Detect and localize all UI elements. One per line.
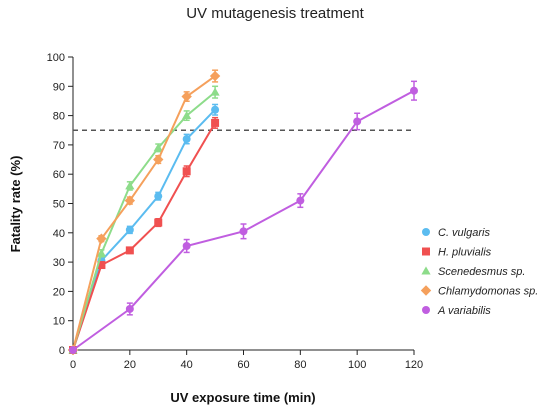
data-point <box>181 91 192 102</box>
data-point <box>296 196 305 205</box>
legend-label: Scenedesmus sp. <box>438 266 525 278</box>
series-scenedesmus-sp <box>68 85 220 354</box>
legend-label: H. pluvialis <box>438 247 492 259</box>
data-point <box>210 87 220 96</box>
series-line <box>72 91 216 351</box>
data-point <box>182 167 191 176</box>
data-point <box>182 135 191 144</box>
x-tick-label: 20 <box>124 359 136 371</box>
data-point <box>96 248 107 257</box>
data-point <box>125 246 134 255</box>
y-tick-label: 30 <box>53 257 65 269</box>
data-point <box>124 195 136 206</box>
data-point <box>125 304 134 313</box>
x-tick-label: 80 <box>294 359 306 371</box>
series-line <box>72 75 216 351</box>
legend-label: Chlamydomonas sp. <box>438 286 538 298</box>
legend-marker <box>420 285 432 296</box>
legend-label: C. vulgaris <box>438 227 490 239</box>
series-line <box>72 122 216 351</box>
y-tick-label: 10 <box>53 316 65 328</box>
data-point <box>211 118 220 127</box>
legend-marker <box>422 228 430 236</box>
y-axis-title: Fatality rate (%) <box>8 156 23 253</box>
data-point <box>353 117 362 126</box>
data-point <box>211 105 220 114</box>
y-tick-label: 50 <box>53 199 65 211</box>
data-point <box>182 111 192 120</box>
series-a-variabilis <box>69 80 418 354</box>
x-tick-label: 40 <box>181 359 193 371</box>
chart-title: UV mutagenesis treatment <box>186 5 364 22</box>
data-point <box>239 227 248 236</box>
x-tick-label: 120 <box>405 359 423 371</box>
y-tick-label: 80 <box>53 111 65 123</box>
x-axis-title: UV exposure time (min) <box>170 390 315 405</box>
data-point <box>125 225 134 234</box>
y-tick-label: 60 <box>53 169 65 181</box>
series-line <box>72 109 216 351</box>
data-point <box>153 143 163 152</box>
data-point <box>410 86 418 95</box>
data-point <box>125 181 135 190</box>
data-point <box>153 154 164 165</box>
y-tick-label: 70 <box>53 140 65 152</box>
axes: 0 10 20 30 40 50 60 70 80 90 100 0 20 40 60 80 100 120 <box>47 52 424 371</box>
data-point <box>96 233 107 244</box>
data-point <box>97 261 106 270</box>
legend-marker <box>422 306 430 314</box>
series-c-vulgaris <box>69 103 220 354</box>
y-tick-label: 0 <box>59 345 65 357</box>
series-layer <box>67 69 418 356</box>
data-point <box>154 192 163 201</box>
y-tick-label: 20 <box>53 286 65 298</box>
data-point <box>209 70 221 82</box>
legend-marker <box>422 247 430 256</box>
legend-label: A variabilis <box>437 305 491 317</box>
x-tick-label: 0 <box>70 359 76 371</box>
y-tick-label: 40 <box>53 228 65 240</box>
data-point <box>154 218 163 227</box>
y-tick-label: 100 <box>47 52 65 64</box>
y-tick-label: 90 <box>53 81 65 93</box>
legend-marker <box>421 266 431 275</box>
x-tick-label: 100 <box>348 359 366 371</box>
data-point <box>182 241 191 250</box>
series-h-pluvialis <box>69 116 220 354</box>
x-tick-label: 60 <box>237 359 249 371</box>
legend: C. vulgaris H. pluvialis Scenedesmus sp. Ch… <box>420 227 538 317</box>
data-point <box>69 346 77 354</box>
